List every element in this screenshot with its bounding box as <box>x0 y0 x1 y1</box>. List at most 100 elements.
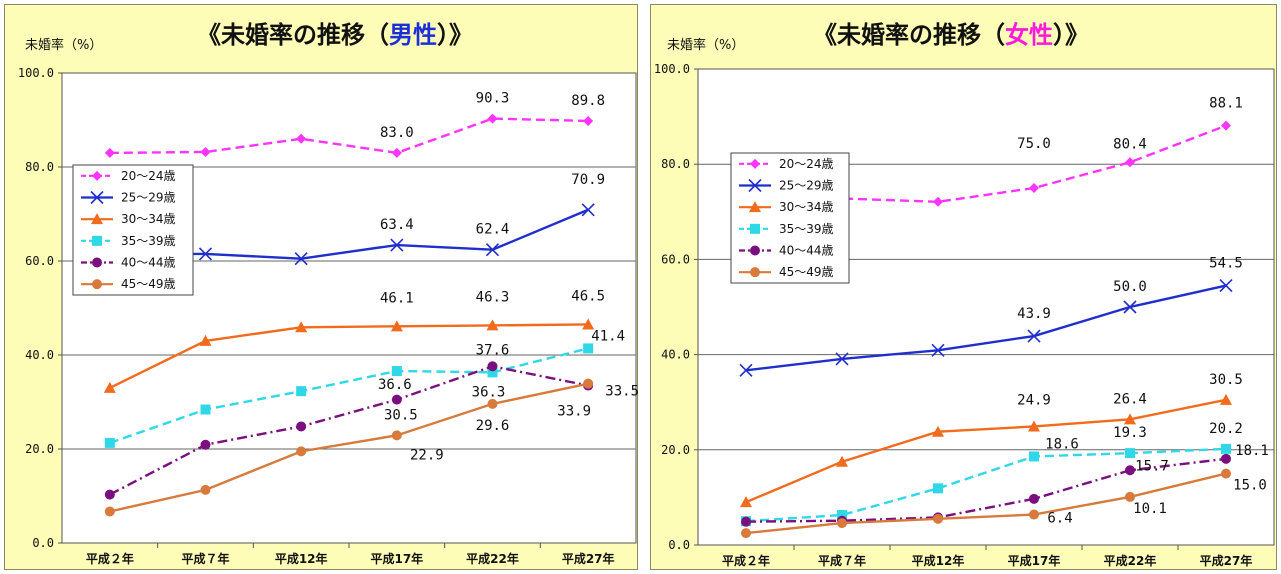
legend-box <box>72 164 194 296</box>
legend-label: 35～39歳 <box>121 234 176 248</box>
legend-marker <box>748 178 762 193</box>
legend-marker <box>750 267 760 278</box>
data-point <box>296 421 307 432</box>
series-line <box>109 382 589 513</box>
data-point <box>1220 393 1232 405</box>
y-axis-label: 未婚率（%） <box>25 37 102 53</box>
data-label: 6.4 <box>1047 511 1072 527</box>
plot-area <box>61 72 637 544</box>
legend-item: 45～49歳 <box>739 265 834 279</box>
data-label: 15.0 <box>1233 478 1267 494</box>
data-point <box>583 115 594 126</box>
data-point <box>583 378 594 389</box>
data-point <box>296 133 307 144</box>
data-label: 83.0 <box>380 125 414 141</box>
data-label: 18.6 <box>1045 436 1079 452</box>
legend: 20～24歳 25～29歳 30～34歳 35～39歳 40～44歳 45～49歳 <box>730 152 850 284</box>
series-6 <box>104 378 594 517</box>
data-point <box>1029 451 1039 462</box>
x-tick-label: 平成27年 <box>562 551 615 566</box>
chart-title: 《未婚率の推移（女性）》 <box>813 21 1089 49</box>
series-line <box>745 457 1227 523</box>
series-1 <box>104 113 594 158</box>
data-point <box>1029 493 1039 504</box>
y-tick-label: 40.0 <box>661 348 690 362</box>
data-point <box>1029 183 1039 193</box>
series-line <box>745 124 1227 204</box>
legend-item: 35～39歳 <box>81 234 176 248</box>
legend-label: 40～44歳 <box>121 256 176 270</box>
data-point <box>1221 443 1231 454</box>
legend-marker <box>92 170 102 181</box>
legend-item: 40～44歳 <box>81 256 176 270</box>
data-point <box>199 334 212 346</box>
legend-item: 30～34歳 <box>739 200 834 214</box>
data-point <box>487 361 498 372</box>
data-point <box>582 318 595 330</box>
data-point <box>931 343 945 357</box>
data-point <box>390 320 403 332</box>
data-point <box>836 455 848 467</box>
data-label: 33.5 <box>605 384 639 400</box>
series-5 <box>104 361 594 500</box>
series-line <box>109 323 589 389</box>
data-label: 75.0 <box>1017 136 1051 152</box>
data-point <box>390 238 404 252</box>
y-tick-label: 80.0 <box>25 160 54 174</box>
data-point <box>104 506 115 517</box>
data-point <box>933 513 943 524</box>
y-tick-label: 60.0 <box>661 252 690 266</box>
series-2 <box>739 279 1233 377</box>
data-point <box>583 343 594 354</box>
data-point <box>296 386 307 397</box>
legend-marker <box>750 223 760 234</box>
legend-item: 20～24歳 <box>81 169 176 183</box>
chart-title-prefix: 《未婚率の推移（ <box>813 21 1005 49</box>
legend-item: 25～29歳 <box>739 179 834 193</box>
data-label: 20.2 <box>1209 421 1243 437</box>
data-point <box>933 196 943 207</box>
legend-box <box>730 152 850 284</box>
data-label: 90.3 <box>476 91 510 107</box>
chart-title-gender: 女性 <box>1005 21 1053 49</box>
data-label: 33.9 <box>557 404 591 420</box>
legend-label: 25～29歳 <box>121 191 176 205</box>
data-point <box>1125 465 1135 476</box>
x-tick-label: 平成22年 <box>466 551 519 566</box>
legend-label: 40～44歳 <box>779 244 834 258</box>
female-chart-panel: 《未婚率の推移（女性）》 未婚率（%） 0.0 20.0 40.0 60.0 80.0 100… <box>650 4 1277 570</box>
series-line <box>745 472 1227 535</box>
data-point <box>391 430 402 441</box>
male-chart: 《未婚率の推移（男性）》未婚率（%） 0.0 20.0 40.0 60.0 80.0 100… <box>18 21 639 566</box>
data-point <box>581 203 595 217</box>
data-label: 89.8 <box>571 93 605 109</box>
data-point <box>104 437 115 448</box>
data-point <box>198 247 213 261</box>
data-point <box>391 365 402 376</box>
y-axis-label: 未婚率（%） <box>667 37 744 53</box>
series-line <box>745 398 1227 504</box>
data-point <box>487 113 498 124</box>
data-label: 62.4 <box>476 222 510 238</box>
data-label: 50.0 <box>1113 279 1147 295</box>
data-point <box>741 516 751 527</box>
data-label: 80.4 <box>1113 136 1147 152</box>
y-tick-label: 60.0 <box>25 254 54 268</box>
legend-label: 45～49歳 <box>121 277 176 291</box>
data-point <box>294 252 308 266</box>
data-label: 63.4 <box>380 217 414 233</box>
data-label: 46.3 <box>476 289 510 305</box>
legend-label: 25～29歳 <box>779 179 834 193</box>
legend-label: 30～34歳 <box>121 212 176 226</box>
data-label: 29.6 <box>476 418 510 434</box>
legend-marker <box>750 158 760 169</box>
series-line <box>109 117 589 155</box>
series-3 <box>103 318 595 393</box>
series-line <box>109 365 589 496</box>
legend-marker <box>92 257 102 268</box>
data-label: 15.7 <box>1135 458 1169 474</box>
data-label: 37.6 <box>476 342 510 358</box>
chart-title-suffix: ）》 <box>1053 21 1089 49</box>
data-point <box>835 352 849 366</box>
legend-item: 40～44歳 <box>739 244 834 258</box>
